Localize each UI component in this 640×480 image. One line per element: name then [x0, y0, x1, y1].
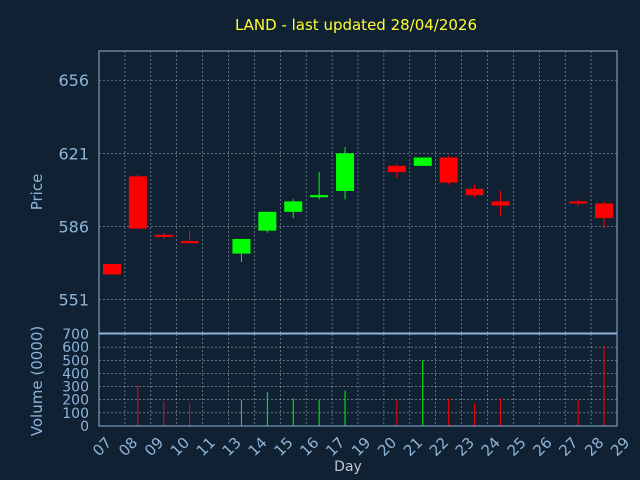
x-tick-label: 29: [607, 434, 633, 460]
x-tick-label: 11: [193, 434, 219, 460]
x-tick-label: 27: [555, 434, 581, 460]
candle-body: [258, 211, 277, 231]
x-tick-label: 16: [296, 434, 322, 460]
volume-panel-frame: [98, 333, 618, 427]
volume-grid: [99, 334, 617, 426]
candle-body: [102, 264, 121, 275]
price-tick-label: 621: [58, 144, 89, 163]
price-tick-label: 656: [58, 71, 89, 90]
candle-body: [284, 201, 303, 212]
candle-body: [569, 201, 588, 204]
x-tick-label: 09: [141, 434, 167, 460]
candle-body: [413, 157, 432, 166]
x-tick-label: 08: [115, 434, 141, 460]
volume-tick-label: 700: [62, 327, 89, 343]
volume-tick-label: 600: [62, 340, 89, 356]
x-tick-label: 25: [504, 434, 530, 460]
candle-body: [491, 201, 510, 206]
volume-bars: [137, 345, 605, 426]
x-tick-label: 19: [348, 434, 374, 460]
volume-tick-label: 500: [62, 353, 89, 369]
volume-axis-label: Volume (0000): [28, 326, 46, 436]
candle-body: [336, 153, 355, 191]
price-tick-label: 551: [58, 291, 89, 310]
volume-tick-label: 300: [62, 380, 89, 396]
x-tick-label: 23: [452, 434, 478, 460]
y-axis-label: Price: [28, 174, 46, 211]
x-tick-label: 07: [89, 434, 115, 460]
chart-title: LAND - last updated 28/04/2026: [235, 16, 477, 34]
volume-tick-label: 0: [80, 419, 89, 435]
candle-body: [128, 176, 147, 229]
x-tick-label: 22: [426, 434, 452, 460]
candle-body: [310, 195, 329, 198]
candle-body: [180, 241, 199, 244]
candle-body: [439, 157, 458, 183]
volume-tick-label: 200: [62, 393, 89, 409]
candle-body: [465, 188, 484, 196]
price-grid: [99, 51, 617, 333]
candles: [102, 147, 614, 275]
volume-tick-label: 400: [62, 366, 89, 382]
x-tick-label: 10: [167, 434, 193, 460]
candle-body: [232, 239, 251, 254]
price-tick-label: 586: [58, 217, 89, 236]
x-axis-label: Day: [334, 459, 362, 475]
x-tick-labels: 07 08 09 10 11 13 14 15 16 17 19 20 21 22 23 24 25 26 27 28…: [89, 434, 633, 460]
x-tick-label: 13: [219, 434, 245, 460]
x-tick-label: 20: [374, 434, 400, 460]
candle-body: [595, 203, 614, 219]
price-tick-labels: 551 586 621 656: [58, 71, 89, 309]
x-tick-label: 15: [270, 434, 296, 460]
price-panel-frame: [98, 50, 618, 334]
volume-tick-label: 100: [62, 406, 89, 422]
x-tick-label: 24: [478, 434, 504, 460]
candle-body: [154, 234, 173, 237]
x-tick-label: 14: [245, 434, 271, 460]
x-tick-label: 17: [322, 434, 348, 460]
x-tick-label: 26: [529, 434, 555, 460]
x-tick-label: 28: [581, 434, 607, 460]
candle-body: [387, 165, 406, 173]
x-tick-label: 21: [400, 434, 426, 460]
